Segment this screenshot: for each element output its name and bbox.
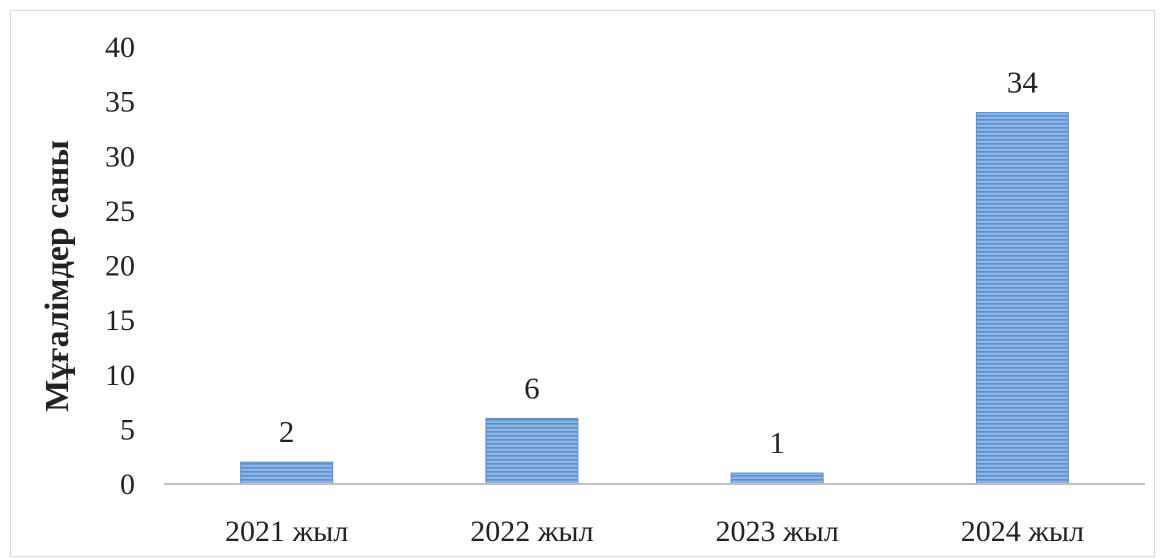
y-tick-label: 5 xyxy=(120,413,135,446)
bar xyxy=(485,417,579,485)
data-label: 34 xyxy=(1007,65,1039,100)
y-tick-label: 30 xyxy=(105,140,135,173)
x-tick-label: 2023 жыл xyxy=(715,515,838,548)
x-tick-label: 2022 жыл xyxy=(470,515,593,548)
y-tick-label: 15 xyxy=(105,304,135,337)
x-tick-label: 2024 жыл xyxy=(961,515,1084,548)
chart-frame: 0 5 10 15 20 25 30 35 40 2 6 1 34 2021 жыл 2022 жыл 2… xyxy=(10,10,1155,557)
data-label: 1 xyxy=(769,425,785,460)
data-label: 2 xyxy=(279,414,295,449)
y-tick-label: 40 xyxy=(105,31,135,64)
y-axis-title: Мұғалімдер саны xyxy=(39,140,76,412)
x-tick-label: 2021 жыл xyxy=(225,515,348,548)
data-label: 6 xyxy=(524,370,540,405)
y-tick-label: 10 xyxy=(105,359,135,392)
y-tick-label: 20 xyxy=(105,250,135,283)
bar xyxy=(730,472,824,485)
y-tick-label: 0 xyxy=(120,468,135,501)
bar-chart: 0 5 10 15 20 25 30 35 40 2 6 1 34 2021 жыл 2022 жыл 2… xyxy=(39,31,1145,548)
y-tick-label: 35 xyxy=(105,86,135,119)
bar xyxy=(240,461,334,485)
bar xyxy=(975,112,1069,485)
y-tick-label: 25 xyxy=(105,195,135,228)
